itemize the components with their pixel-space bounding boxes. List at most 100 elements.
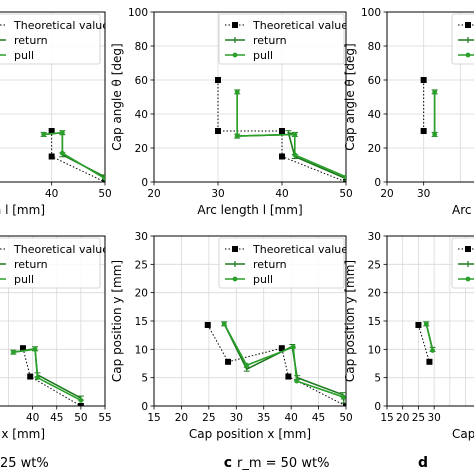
x-tick-label: 30 [211, 188, 224, 200]
data-point-pull [32, 346, 38, 352]
legend-label-theoretical: Theoretical value [252, 19, 348, 32]
y-tick-label: 5 [374, 373, 381, 385]
data-point-theoretical [426, 358, 433, 365]
y-tick-label: 10 [368, 344, 381, 356]
data-point-theoretical [420, 128, 427, 134]
y-tick-label: 0 [374, 401, 381, 413]
plot-frame [0, 11, 106, 183]
data-point-theoretical [279, 153, 285, 160]
chart-panel-bottom-left: 40 45 50 55 on x [mm] Theoretical value return… [0, 235, 112, 441]
data-point-theoretical [343, 403, 346, 406]
x-tick-label: 55 [98, 412, 111, 424]
x-tick-label: 20 [380, 188, 393, 200]
data-point-pull [234, 89, 240, 95]
x-axis-label: Arc length l [mm] [197, 203, 302, 217]
x-axis-label: Arc length l [mm] [0, 203, 45, 217]
legend-label-return: return [253, 34, 287, 47]
data-point-theoretical [48, 128, 55, 134]
caption-center-letter: c [224, 455, 232, 471]
data-point-theoretical [420, 77, 427, 83]
y-tick-label: 0 [374, 177, 381, 189]
data-point-theoretical [204, 321, 211, 328]
data-point-pull [41, 132, 47, 137]
data-point-theoretical [215, 77, 221, 83]
legend-marker-pull [232, 276, 238, 282]
series-line-return [223, 323, 345, 402]
plot-frame [153, 11, 347, 183]
x-axis-label: on x [mm] [0, 427, 45, 441]
data-point-theoretical [102, 179, 105, 182]
y-tick-label: 100 [128, 7, 148, 19]
y-tick-label: 20 [368, 288, 381, 300]
legend-box [218, 13, 345, 65]
legend-label-theoretical: Theoretical value [252, 243, 348, 256]
data-point-theoretical [48, 153, 55, 160]
x-tick-label: 50 [74, 412, 87, 424]
series-line-theoretical [207, 324, 346, 406]
y-axis-label: Cap angle θ [deg] [343, 43, 357, 150]
legend-marker-theoretical [465, 22, 471, 28]
legend-marker-pull [232, 52, 238, 58]
data-point-theoretical [225, 358, 232, 365]
y-tick-label: 40 [135, 109, 148, 121]
data-point-theoretical [415, 321, 422, 328]
x-axis-label: Arc [452, 203, 471, 217]
data-series [415, 321, 436, 365]
legend-box [218, 237, 345, 289]
x-tick-label: 30 [230, 412, 243, 424]
data-point-pull [432, 132, 438, 137]
legend-label-pull: pull [14, 49, 34, 62]
y-tick-label: 5 [141, 373, 148, 385]
data-point-pull [430, 348, 435, 353]
legend-box [451, 13, 474, 65]
x-tick-label: 50 [339, 412, 352, 424]
data-point-theoretical [77, 403, 84, 406]
data-point-pull [423, 321, 429, 327]
series-line-return [13, 347, 82, 399]
legend-label-theoretical: Theoretical value [13, 243, 109, 256]
y-tick-label: 20 [368, 143, 381, 155]
x-axis-label: Cap position x [mm] [189, 427, 311, 441]
y-tick-label: 60 [135, 75, 148, 87]
data-point-pull [294, 378, 300, 384]
x-tick-label: 30 [427, 412, 440, 424]
x-tick-label: 25 [202, 412, 215, 424]
data-series [420, 77, 438, 137]
legend-marker-theoretical [232, 246, 238, 252]
data-point-pull [290, 344, 296, 350]
data-series [10, 345, 84, 406]
y-tick-label: 30 [135, 231, 148, 243]
x-tick-label: 50 [98, 188, 111, 200]
data-point-pull [244, 362, 250, 368]
caption-center-rm-value: r_m = 50 wt% [237, 456, 329, 471]
legend-marker-pull [465, 276, 471, 282]
y-tick-label: 100 [361, 7, 381, 19]
chart-panel-bottom-center: 15 20 25 30 35 40 45 50 0 5 10 15 20 25 30 Cap position… [110, 231, 353, 441]
data-point-pull [102, 176, 105, 181]
legend-marker-theoretical [232, 22, 238, 28]
data-series [204, 321, 346, 406]
series-line-pull [236, 91, 346, 178]
data-point-pull [292, 152, 298, 158]
data-point-theoretical [215, 128, 221, 134]
chart-panels: 4050Arc length l [mm]Theoretical valuere… [0, 7, 474, 441]
data-point-pull [10, 349, 16, 355]
y-tick-label: 20 [135, 288, 148, 300]
x-tick-label: 15 [380, 412, 393, 424]
caption-left-rm-value: 25 wt% [0, 456, 49, 471]
data-point-theoretical [285, 373, 292, 380]
data-point-pull [78, 397, 84, 403]
series-line-theoretical [417, 324, 430, 362]
legend-marker-theoretical [465, 246, 471, 252]
legend-label-pull: pull [253, 273, 273, 286]
x-tick-label: 20 [396, 412, 409, 424]
y-tick-label: 60 [368, 75, 381, 87]
